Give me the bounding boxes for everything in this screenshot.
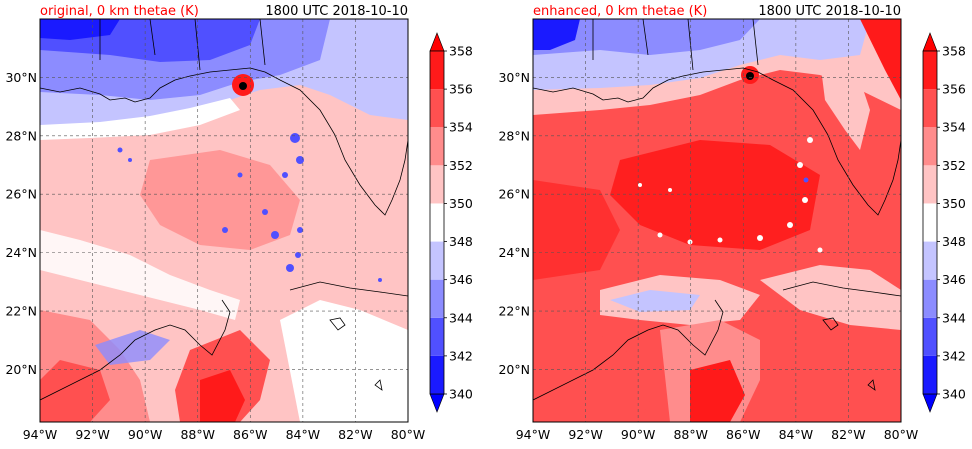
x-tick-label: 84°W <box>779 427 814 442</box>
colorbar-segment <box>923 317 937 356</box>
y-tick-label: 22°N <box>498 304 530 319</box>
colorbar-label: 342 <box>449 348 473 363</box>
x-tick-labels: 94°W 92°W 90°W 88°W 86°W 84°W 82°W 80°W <box>516 427 919 442</box>
y-tick-label: 30°N <box>498 70 530 85</box>
x-tick-label: 92°W <box>75 427 110 442</box>
colorbar-segment <box>430 203 444 242</box>
colorbar-segment <box>430 279 444 318</box>
y-tick-label: 24°N <box>498 245 530 260</box>
colorbar-over-extension <box>429 32 445 52</box>
x-tick-label: 92°W <box>568 427 603 442</box>
gridlines <box>533 19 901 422</box>
gridlines <box>40 19 408 422</box>
x-tick-labels: 94°W 92°W 90°W 88°W 86°W 84°W 82°W 80°W <box>23 427 426 442</box>
x-tick-label: 86°W <box>233 427 268 442</box>
colorbar-enhanced: 340 342 344 346 348 350 352 354 356 358 <box>922 32 966 413</box>
map-panel-enhanced: enhanced, 0 km thetae (K) 1800 UTC 2018-… <box>498 4 918 442</box>
colorbar-segment <box>430 165 444 204</box>
colorbar-under-extension <box>429 393 445 413</box>
y-tick-label: 26°N <box>5 187 37 202</box>
x-tick-label: 86°W <box>726 427 761 442</box>
x-tick-label: 82°W <box>338 427 373 442</box>
colorbar-segment <box>923 165 937 204</box>
x-tick-label: 90°W <box>128 427 163 442</box>
colorbar-segment <box>430 241 444 280</box>
colorbar-frame <box>429 50 445 395</box>
colorbar-label: 340 <box>942 387 966 402</box>
colorbar-label: 358 <box>449 44 473 59</box>
convective-cells <box>117 133 382 282</box>
convective-cells <box>638 137 823 253</box>
y-tick-label: 24°N <box>5 245 37 260</box>
thetae-field <box>40 19 408 422</box>
colorbar-label: 346 <box>449 272 473 287</box>
y-tick-labels: 20°N 22°N 24°N 26°N 28°N 30°N <box>5 70 37 377</box>
colorbar-segment <box>923 355 937 394</box>
x-tick-label: 94°W <box>516 427 551 442</box>
colorbar-label: 348 <box>449 234 473 249</box>
x-tick-label: 90°W <box>621 427 656 442</box>
y-tick-label: 28°N <box>498 128 530 143</box>
colorbar-label: 352 <box>449 158 473 173</box>
colorbar-label: 350 <box>449 196 473 211</box>
x-tick-label: 80°W <box>884 427 919 442</box>
colorbar-label: 340 <box>449 387 473 402</box>
x-tick-label: 84°W <box>286 427 321 442</box>
panel-title-right: 1800 UTC 2018-10-10 <box>758 4 901 19</box>
panel-title-right: 1800 UTC 2018-10-10 <box>265 4 408 19</box>
colorbar-segment <box>923 241 937 280</box>
colorbar-label: 356 <box>942 82 966 97</box>
colorbar-segment <box>923 127 937 166</box>
thetae-field <box>533 19 901 422</box>
colorbar-segment <box>430 89 444 128</box>
y-tick-label: 20°N <box>5 362 37 377</box>
colorbar-under-extension <box>922 393 938 413</box>
x-tick-label: 88°W <box>673 427 708 442</box>
colorbar-segment <box>430 317 444 356</box>
colorbar-label: 348 <box>942 234 966 249</box>
y-tick-label: 26°N <box>498 187 530 202</box>
colorbar-label: 346 <box>942 272 966 287</box>
map-panel-original: original, 0 km thetae (K) 1800 UTC 2018-… <box>5 4 425 442</box>
colorbar-label: 354 <box>942 120 966 135</box>
map-frame <box>532 18 902 423</box>
x-tick-label: 80°W <box>391 427 426 442</box>
x-tick-label: 88°W <box>180 427 215 442</box>
colorbar-frame <box>922 50 938 395</box>
y-tick-label: 28°N <box>5 128 37 143</box>
colorbar-label: 342 <box>942 348 966 363</box>
panel-title-left: enhanced, 0 km thetae (K) <box>533 4 707 19</box>
colorbar-segment <box>430 127 444 166</box>
colorbar-segment <box>923 89 937 128</box>
colorbar-label: 350 <box>942 196 966 211</box>
colorbar-label: 344 <box>449 310 473 325</box>
colorbar-segment <box>430 355 444 394</box>
colorbar-segment <box>923 279 937 318</box>
y-tick-label: 30°N <box>5 70 37 85</box>
y-tick-labels: 20°N 22°N 24°N 26°N 28°N 30°N <box>498 70 530 377</box>
colorbar-segment <box>923 203 937 242</box>
y-tick-label: 20°N <box>498 362 530 377</box>
colorbar-label: 354 <box>449 120 473 135</box>
colorbar-segment <box>430 51 444 90</box>
storm-center-marker <box>239 82 247 90</box>
y-tick-label: 22°N <box>5 304 37 319</box>
panel-title-left: original, 0 km thetae (K) <box>40 4 199 19</box>
colorbar-label: 352 <box>942 158 966 173</box>
colorbar-label: 344 <box>942 310 966 325</box>
colorbar-segment <box>923 51 937 90</box>
x-tick-label: 94°W <box>23 427 58 442</box>
map-frame <box>39 18 409 423</box>
colorbar-original: 340 342 344 346 348 350 352 354 356 358 <box>429 32 473 413</box>
x-tick-label: 82°W <box>831 427 866 442</box>
colorbar-label: 358 <box>942 44 966 59</box>
colorbar-over-extension <box>922 32 938 52</box>
storm-center-marker <box>746 72 754 80</box>
colorbar-label: 356 <box>449 82 473 97</box>
